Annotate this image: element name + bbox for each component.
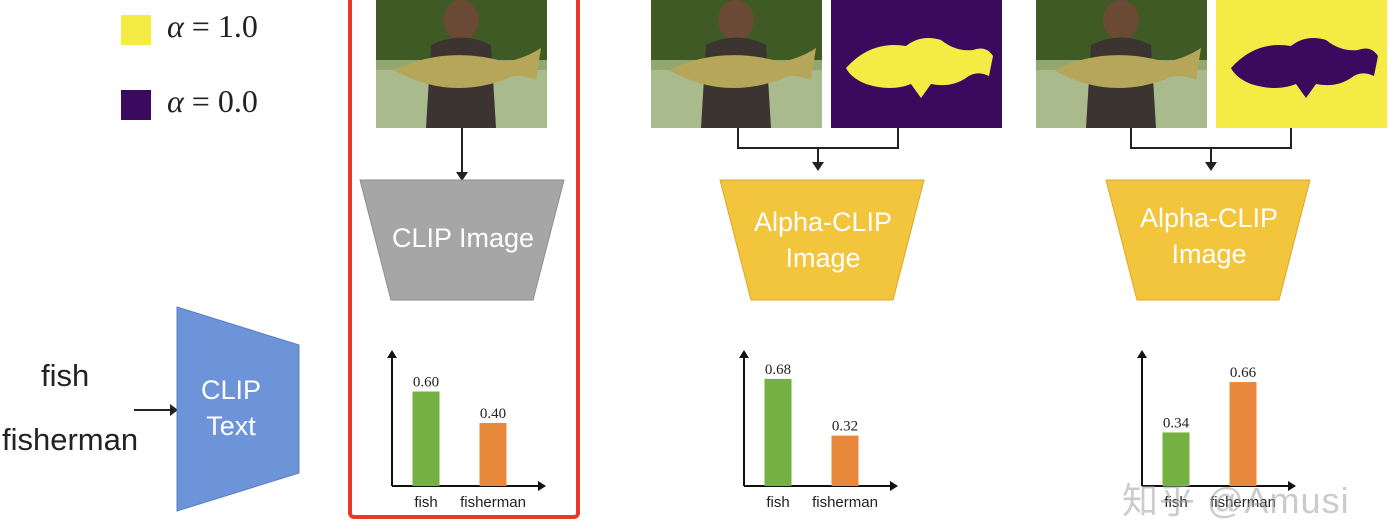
bar (831, 435, 859, 486)
fisherman-photo (376, 0, 547, 128)
category-label: fish (414, 494, 437, 511)
category-label: fish (766, 494, 789, 511)
bar-chart-alpha-clip-fish: 0.68 fish 0.32 fisherman (739, 350, 898, 511)
alpha-mask-fish (831, 0, 1002, 128)
alpha-clip-image-encoder (1105, 179, 1311, 301)
text-input-fish: fish (41, 358, 90, 393)
watermark: 知乎 @Amusi (1122, 480, 1350, 521)
bar (412, 391, 440, 486)
legend-label-alpha-1: α = 1.0 (167, 8, 258, 44)
legend-label-alpha-0: α = 0.0 (167, 83, 258, 119)
data-label: 0.32 (832, 419, 858, 435)
bar (1162, 432, 1190, 486)
y-axis-arrow (1137, 350, 1147, 358)
bar (479, 423, 507, 486)
legend-swatch-alpha-0 (121, 90, 151, 120)
category-label: fisherman (812, 494, 878, 511)
alpha-clip-image-label: Alpha-CLIP Image (1139, 203, 1279, 269)
alpha-clip-image-encoder (719, 179, 925, 301)
text-input-arrow (134, 404, 178, 416)
clip-text-encoder (176, 306, 300, 512)
y-axis-arrow (387, 350, 397, 358)
x-axis-arrow (890, 481, 898, 491)
highlight-box (348, 0, 580, 519)
category-label: fisherman (460, 494, 526, 511)
clip-image-label: CLIP Image (391, 223, 535, 253)
fisherman-photo (1036, 0, 1207, 128)
alpha-clip-image-label: Alpha-CLIP Image (753, 207, 893, 273)
data-label: 0.34 (1163, 415, 1190, 431)
category-label: fish (1164, 494, 1187, 511)
bar-chart-alpha-clip-fisherman: 0.34 fish 0.66 fisherman (1137, 350, 1296, 511)
merge-arrow (1130, 128, 1292, 171)
merge-arrow (737, 128, 899, 171)
x-axis-arrow (538, 481, 546, 491)
x-axis-arrow (1288, 481, 1296, 491)
clip-image-encoder (359, 179, 565, 301)
data-label: 0.66 (1230, 365, 1257, 381)
image-arrow (456, 128, 468, 181)
data-label: 0.60 (413, 375, 439, 391)
clip-text-label: CLIP Text (200, 375, 262, 441)
bar (1229, 382, 1257, 486)
data-label: 0.68 (765, 362, 791, 378)
alpha-mask-fisherman (1216, 0, 1387, 128)
bar-chart-clip: 0.60 fish 0.40 fisherman (387, 350, 546, 511)
data-label: 0.40 (480, 406, 506, 422)
y-axis-arrow (739, 350, 749, 358)
fisherman-photo (651, 0, 822, 128)
category-label: fisherman (1210, 494, 1276, 511)
bar (764, 378, 792, 486)
legend-swatch-alpha-1 (121, 15, 151, 45)
text-input-fisherman: fisherman (2, 422, 139, 457)
